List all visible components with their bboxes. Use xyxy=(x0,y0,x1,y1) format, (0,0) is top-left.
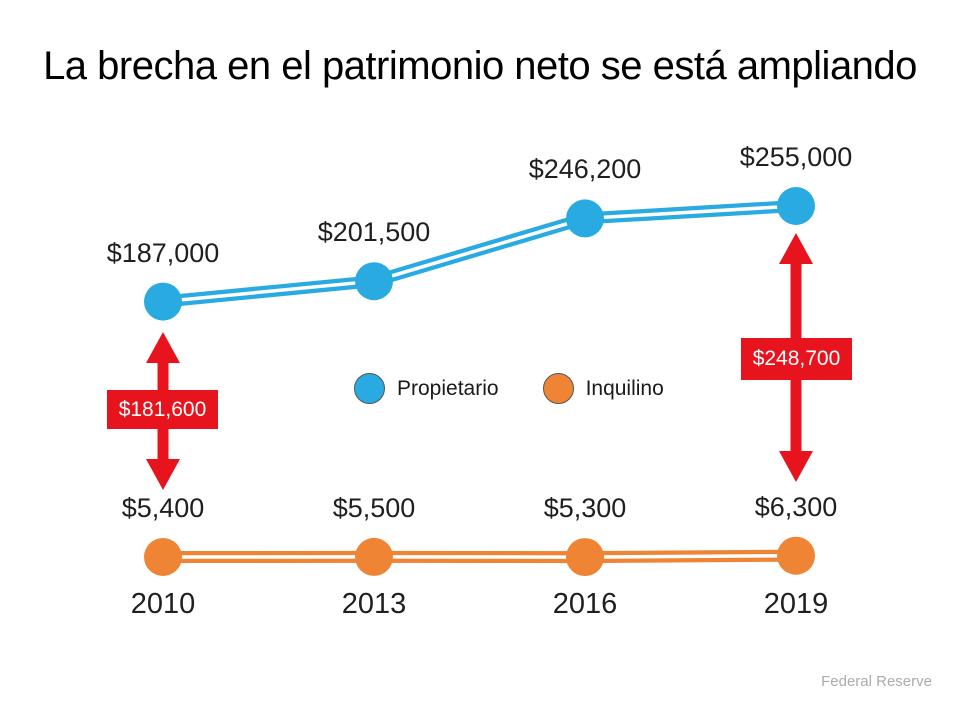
source-attribution: Federal Reserve xyxy=(821,673,932,690)
data-label-renter-2010: $5,400 xyxy=(121,493,205,523)
data-label-renter-2016: $5,300 xyxy=(543,493,627,524)
chart-title: La brecha en el patrimonio neto se está … xyxy=(43,44,917,88)
x-axis-label-2013: 2013 xyxy=(341,588,407,620)
data-label-owner-2010: $187,000 xyxy=(106,237,220,268)
data-label-owner-2016: $246,200 xyxy=(528,154,642,185)
series-line-core-renter xyxy=(162,553,797,559)
data-point-owner-2016 xyxy=(566,199,604,238)
x-axis-label-2010: 2010 xyxy=(130,588,196,620)
gap-annotation-2010: $181,600 xyxy=(107,390,218,429)
data-label-renter-2013: $5,500 xyxy=(332,492,416,523)
gap-annotation-value: $248,700 xyxy=(752,347,841,370)
legend-marker-owner-icon xyxy=(354,373,385,404)
legend-item-owner: Propietario xyxy=(354,373,499,404)
x-axis-label-2016: 2016 xyxy=(552,588,618,620)
data-label-owner-2019: $255,000 xyxy=(739,141,853,172)
gap-annotation-2019: $248,700 xyxy=(741,338,852,380)
arrow-down-icon xyxy=(146,459,180,490)
arrow-down-icon xyxy=(779,451,813,482)
data-point-renter-2019 xyxy=(777,536,815,575)
legend-label-owner: Propietario xyxy=(397,376,499,400)
arrow-up-icon xyxy=(146,332,180,363)
legend: Propietario Inquilino xyxy=(354,373,664,404)
legend-item-renter: Inquilino xyxy=(542,373,664,404)
arrow-up-icon xyxy=(779,233,813,264)
data-point-renter-2013 xyxy=(355,537,393,576)
data-point-renter-2010 xyxy=(144,538,182,576)
data-label-renter-2019: $6,300 xyxy=(754,491,838,522)
data-point-owner-2019 xyxy=(777,187,815,225)
x-axis-label-2019: 2019 xyxy=(763,588,829,620)
data-label-owner-2013: $201,500 xyxy=(317,217,431,248)
data-point-owner-2013 xyxy=(355,262,393,301)
gap-annotation-value: $181,600 xyxy=(118,397,207,421)
series-line-core-owner xyxy=(162,204,797,304)
data-point-renter-2016 xyxy=(566,538,604,577)
series-layer xyxy=(144,187,815,577)
data-point-owner-2010 xyxy=(144,282,182,321)
legend-marker-renter-icon xyxy=(542,373,574,404)
legend-label-renter: Inquilino xyxy=(585,376,664,400)
series-line-owner xyxy=(162,200,797,308)
